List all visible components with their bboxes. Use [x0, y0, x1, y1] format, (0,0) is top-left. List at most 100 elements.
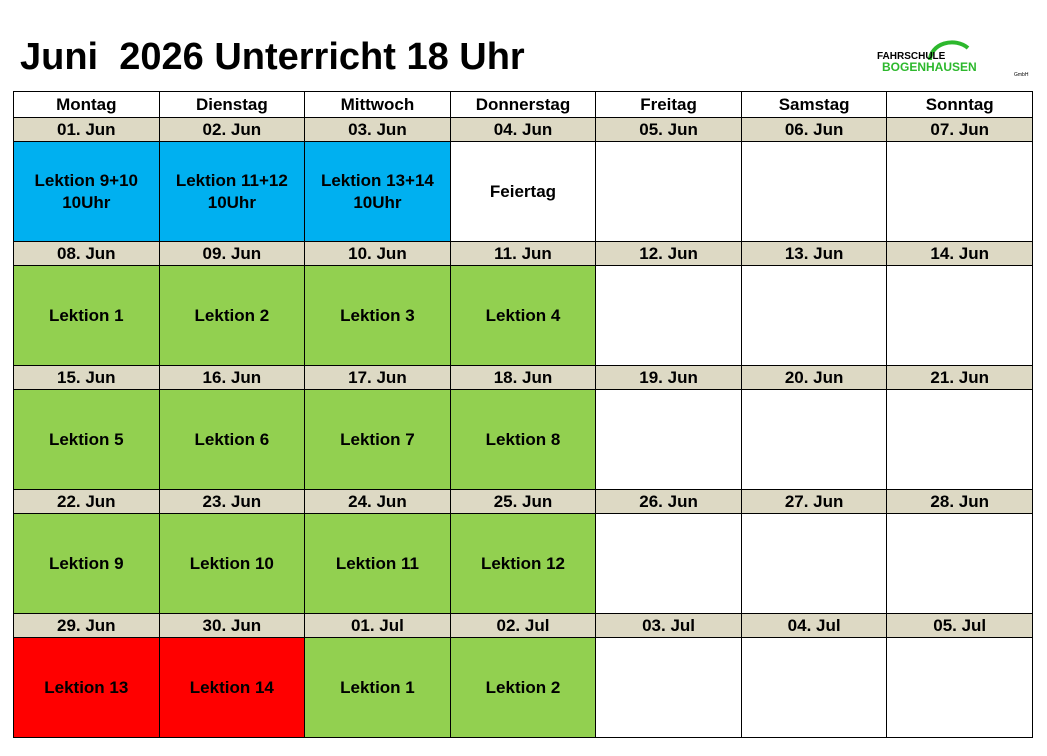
date-cell: 26. Jun — [595, 489, 742, 514]
lesson-cell — [740, 265, 888, 366]
date-cell: 09. Jun — [158, 241, 306, 266]
cell-text: 07. Jun — [930, 119, 989, 139]
date-cell: 02. Jul — [449, 613, 597, 638]
cell-text: Lektion 4 — [485, 305, 561, 325]
cell-text: 27. Jun — [784, 491, 844, 511]
date-cell: 03. Jun — [304, 117, 451, 142]
cell-text: Lektion 6 — [194, 429, 270, 449]
lesson-cell: Lektion 7 — [304, 389, 451, 490]
cell-text: 30. Jun — [202, 615, 262, 635]
date-cell: 05. Jul — [886, 613, 1033, 638]
cell-text: 23. Jun — [202, 491, 262, 511]
date-cell: 01. Jun — [13, 117, 160, 142]
cell-text: 10Uhr — [207, 192, 256, 212]
lesson-cell: Lektion 11 — [304, 513, 451, 614]
cell-text: 04. Jun — [493, 119, 553, 139]
cell-text: Lektion 2 — [194, 305, 270, 325]
cell-text: 12. Jun — [639, 243, 698, 263]
date-cell: 28. Jun — [886, 489, 1033, 514]
date-cell: 14. Jun — [886, 241, 1033, 266]
lesson-cell — [740, 513, 888, 614]
lesson-cell: Lektion 13 — [13, 637, 160, 738]
cell-text: Lektion 10 — [189, 553, 274, 573]
cell-text: 19. Jun — [639, 367, 698, 387]
date-cell: 27. Jun — [740, 489, 888, 514]
lesson-cell — [740, 141, 888, 242]
lesson-cell: Lektion 3 — [304, 265, 451, 366]
cell-text: 15. Jun — [56, 367, 116, 387]
cell-text: 29. Jun — [56, 615, 116, 635]
lesson-cell — [886, 141, 1033, 242]
cell-text: Lektion 8 — [485, 429, 561, 449]
cell-text: Samstag — [778, 94, 850, 114]
cell-text: Mittwoch — [340, 94, 415, 114]
date-cell: 12. Jun — [595, 241, 742, 266]
cell-text: Dienstag — [195, 94, 268, 114]
cell-text: Donnerstag — [475, 94, 571, 114]
cell-text: Lektion 1 — [340, 677, 415, 697]
cell-text: 26. Jun — [639, 491, 698, 511]
lesson-cell: Lektion 4 — [449, 265, 597, 366]
date-cell: 25. Jun — [449, 489, 597, 514]
cell-text: 11. Jun — [494, 243, 552, 263]
lesson-cell — [886, 637, 1033, 738]
lesson-cell — [740, 389, 888, 490]
lesson-cell — [595, 637, 742, 738]
date-cell: 05. Jun — [595, 117, 742, 142]
cell-text: 09. Jun — [202, 243, 262, 263]
cell-text: Lektion 9+10 — [34, 170, 139, 190]
cell-text: 20. Jun — [784, 367, 844, 387]
lesson-cell: Lektion 12 — [449, 513, 597, 614]
cell-text: Sonntag — [925, 94, 994, 114]
lesson-cell — [886, 265, 1033, 366]
lesson-cell: Lektion 5 — [13, 389, 160, 490]
lesson-cell — [595, 389, 742, 490]
cell-text: Lektion 7 — [340, 429, 415, 449]
cell-text: 05. Jul — [933, 615, 987, 635]
date-cell: 01. Jul — [304, 613, 451, 638]
cell-text: 25. Jun — [493, 491, 553, 511]
day-header: Sonntag — [886, 91, 1033, 118]
date-cell: 19. Jun — [595, 365, 742, 390]
lesson-cell — [595, 265, 742, 366]
date-cell: 04. Jul — [740, 613, 888, 638]
date-cell: 15. Jun — [13, 365, 160, 390]
cell-text: Lektion 12 — [480, 553, 566, 573]
lesson-cell: Lektion 2 — [449, 637, 597, 738]
lesson-cell — [740, 637, 888, 738]
cell-text: Lektion 5 — [48, 429, 124, 449]
day-header: Donnerstag — [449, 91, 597, 118]
cell-text: Montag — [56, 94, 117, 114]
date-cell: 20. Jun — [740, 365, 888, 390]
date-cell: 16. Jun — [158, 365, 306, 390]
cell-text: 01. Jun — [56, 119, 116, 139]
lesson-cell: Lektion 14 — [158, 637, 306, 738]
date-cell: 04. Jun — [449, 117, 597, 142]
lesson-cell: Lektion 1 — [304, 637, 451, 738]
lesson-cell: Lektion 1 — [13, 265, 160, 366]
cell-text: 05. Jun — [639, 119, 698, 139]
logo-line3: GmbH — [1014, 72, 1029, 78]
cell-text: Freitag — [640, 94, 697, 114]
cell-text: 02. Jul — [496, 615, 550, 635]
lesson-cell: Lektion 6 — [158, 389, 306, 490]
date-cell: 10. Jun — [304, 241, 451, 266]
day-header: Mittwoch — [304, 91, 451, 118]
lesson-cell: Lektion 11+12 10Uhr — [158, 141, 306, 242]
date-cell: 07. Jun — [886, 117, 1033, 142]
date-cell: 24. Jun — [304, 489, 451, 514]
logo-line1: FAHRSCHULE — [877, 51, 946, 62]
lesson-cell: Lektion 9+10 10Uhr — [13, 141, 160, 242]
date-cell: 22. Jun — [13, 489, 160, 514]
lesson-cell: Lektion 8 — [449, 389, 597, 490]
lesson-cell — [595, 141, 742, 242]
lesson-cell: Feiertag — [449, 141, 597, 242]
cell-text: 01. Jul — [350, 615, 404, 635]
cell-text: Lektion 11+12 — [175, 170, 288, 190]
date-cell: 17. Jun — [304, 365, 451, 390]
cell-text: Lektion 13 — [44, 677, 129, 697]
date-cell: 11. Jun — [449, 241, 597, 266]
cell-text: 06. Jun — [784, 119, 844, 139]
cell-text: Lektion 9 — [48, 553, 124, 573]
